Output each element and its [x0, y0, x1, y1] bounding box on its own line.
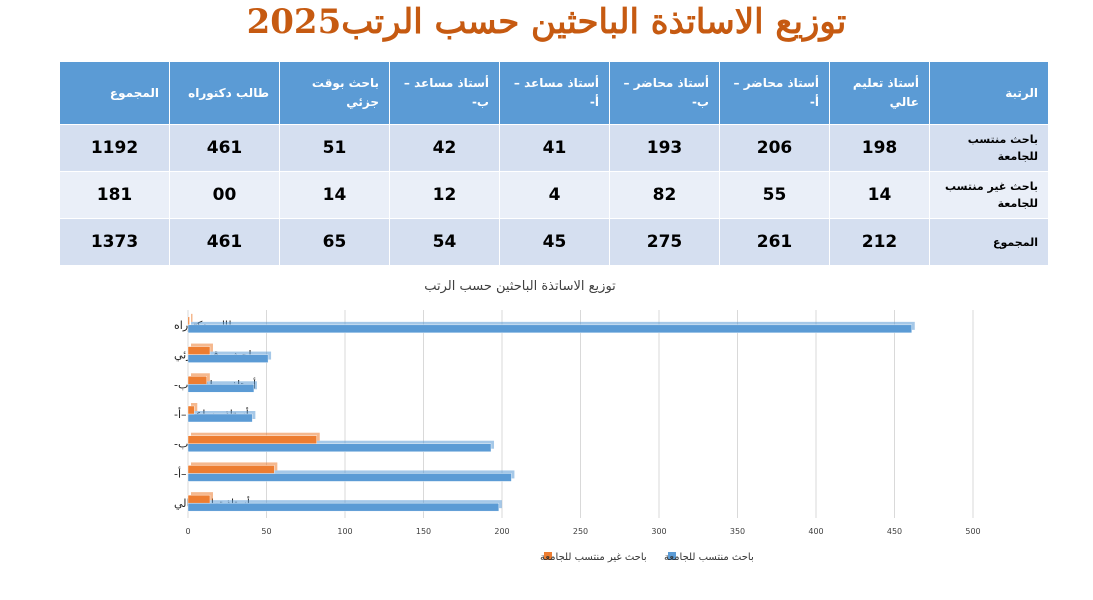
x-tick-label: 250 — [573, 527, 588, 536]
table-cell: 206 — [719, 124, 830, 172]
table-cell: 212 — [829, 218, 930, 266]
table-cell: 261 — [719, 218, 830, 266]
bar — [187, 384, 255, 393]
bar — [187, 376, 208, 385]
bar — [187, 324, 912, 334]
x-tick-label: 0 — [185, 527, 190, 536]
header-total: المجموع — [59, 61, 170, 125]
page-title: توزيع الاساتذة الباحثين حسب الرتب2025 — [246, 2, 847, 42]
bar — [187, 473, 512, 482]
table-cell: 14 — [279, 171, 390, 219]
legend-swatch — [544, 552, 552, 560]
bar — [187, 405, 195, 415]
table-cell: 14 — [829, 171, 930, 219]
bar — [187, 316, 190, 326]
x-tick-label: 400 — [808, 527, 823, 536]
header-rank: الرتبة — [929, 61, 1049, 125]
header-lecturer-b: أستاذ محاضر –ب- — [609, 61, 720, 125]
table-cell: 275 — [609, 218, 720, 266]
x-tick-label: 300 — [651, 527, 666, 536]
bar — [187, 465, 275, 474]
table-cell: 198 — [829, 124, 930, 172]
table-row: المجموع 212 261 275 45 54 65 461 1373 — [59, 218, 1049, 266]
x-tick-label: 350 — [730, 527, 745, 536]
x-tick-label: 450 — [887, 527, 902, 536]
bar — [187, 443, 492, 452]
header-part-time: باحث بوقت جزئي — [279, 61, 390, 125]
x-tick-label: 50 — [261, 527, 271, 536]
table-cell: 461 — [169, 124, 280, 172]
table-cell: 82 — [609, 171, 720, 219]
table-cell: 54 — [389, 218, 500, 266]
bar — [187, 435, 317, 444]
table-header-row: الرتبة أستاذ تعليم عالي أستاذ محاضر –أ- … — [59, 61, 1049, 125]
row-label: باحث غير منتسب للجامعة — [929, 171, 1049, 219]
header-lecturer-a: أستاذ محاضر –أ- — [719, 61, 830, 125]
x-tick-label: 150 — [416, 527, 431, 536]
chart-title: توزيع الاساتذة الباحثين حسب الرتب — [424, 279, 616, 294]
table-cell: 4 — [499, 171, 610, 219]
table-cell: 12 — [389, 171, 500, 219]
table-cell: 181 — [59, 171, 170, 219]
table-cell: 1373 — [59, 218, 170, 266]
x-tick-label: 200 — [494, 527, 509, 536]
table-row: باحث غير منتسب للجامعة 14 55 82 4 12 14 … — [59, 171, 1049, 219]
row-label: باحث منتسب للجامعة — [929, 124, 1049, 172]
row-label: المجموع — [929, 218, 1049, 266]
bar — [187, 494, 211, 504]
table-cell: 41 — [499, 124, 610, 172]
table-cell: 193 — [609, 124, 720, 172]
table-cell: 45 — [499, 218, 610, 266]
table-cell: 65 — [279, 218, 390, 266]
table-cell: 461 — [169, 218, 280, 266]
legend-label: باحث غير منتسب للجامعة — [540, 552, 647, 563]
x-tick-label: 500 — [965, 527, 980, 536]
bar — [187, 354, 269, 363]
bar-shadow — [191, 313, 193, 322]
header-assistant-a: أستاذ مساعد –أ- — [499, 61, 610, 125]
table-cell: 55 — [719, 171, 830, 219]
bar-chart: توزيع الاساتذة الباحثين حسب الرتب 0 50 100 1… — [174, 279, 981, 563]
header-phd-student: طالب دكتوراه — [169, 61, 280, 125]
table-row: باحث منتسب للجامعة 198 206 193 41 42 51 … — [59, 124, 1049, 172]
bar — [187, 346, 211, 355]
legend-label: باحث منتسب للجامعة — [664, 552, 754, 563]
table-cell: 00 — [169, 171, 280, 219]
ranks-table: الرتبة أستاذ تعليم عالي أستاذ محاضر –أ- … — [59, 61, 1049, 266]
header-professor: أستاذ تعليم عالي — [829, 61, 930, 125]
bar — [187, 502, 500, 512]
legend-swatch — [668, 552, 676, 560]
bar — [187, 413, 253, 423]
x-tick-label: 100 — [337, 527, 352, 536]
table-cell: 1192 — [59, 124, 170, 172]
table-cell: 51 — [279, 124, 390, 172]
header-assistant-b: أستاذ مساعد –ب- — [389, 61, 500, 125]
table-cell: 42 — [389, 124, 500, 172]
